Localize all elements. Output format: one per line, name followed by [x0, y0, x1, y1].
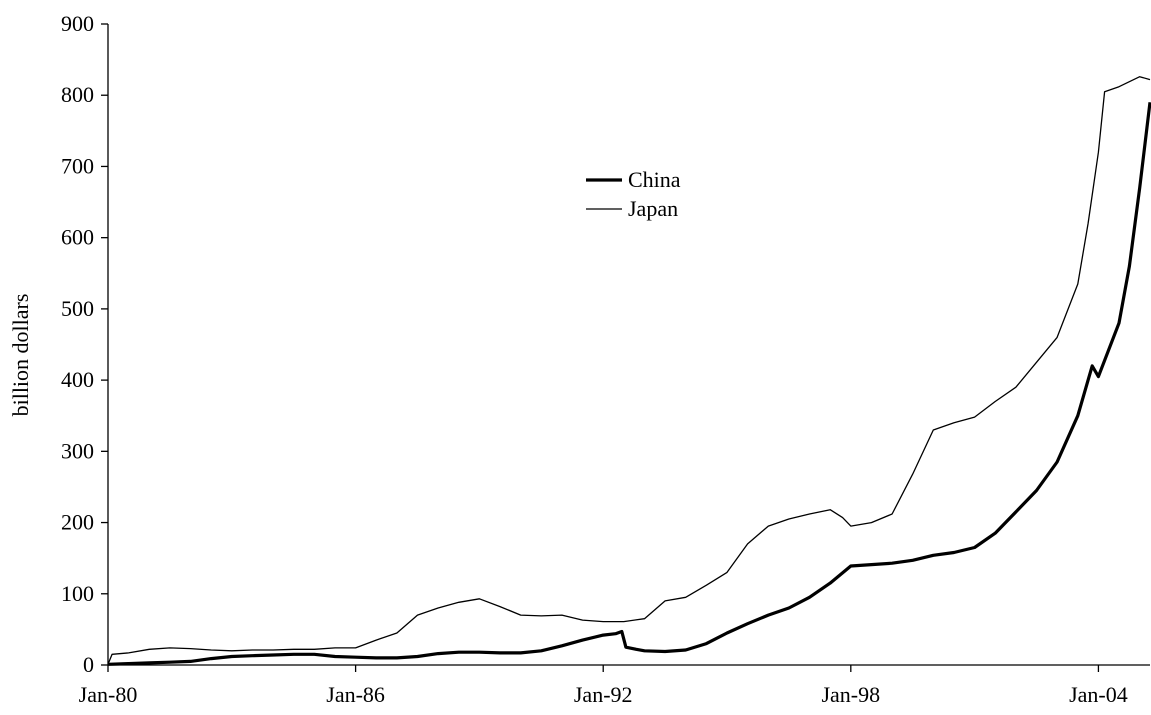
x-tick-label: Jan-92: [574, 682, 633, 707]
x-axis: Jan-80 Jan-86 Jan-92 Jan-98 Jan-04: [79, 664, 1150, 707]
x-tick-label: Jan-98: [821, 682, 880, 707]
x-tick-label: Jan-86: [326, 682, 385, 707]
y-axis: 0 100 200 300 400 500 600 700 800 900: [61, 11, 109, 677]
y-tick-label: 800: [61, 82, 94, 107]
y-tick-label: 100: [61, 581, 94, 606]
y-tick-label: 200: [61, 510, 94, 535]
y-tick-label: 300: [61, 438, 94, 463]
y-tick-label: 900: [61, 11, 94, 36]
y-tick-label: 600: [61, 225, 94, 250]
x-tick-label: Jan-04: [1069, 682, 1128, 707]
y-tick-label: 500: [61, 296, 94, 321]
y-axis-label: billion dollars: [8, 294, 33, 417]
y-tick-label: 0: [83, 652, 94, 677]
y-tick-label: 400: [61, 367, 94, 392]
x-tick-label: Jan-80: [79, 682, 138, 707]
legend-label-japan: Japan: [628, 196, 678, 221]
y-tick-label: 700: [61, 153, 94, 178]
legend-label-china: China: [628, 167, 681, 192]
series-layer: [107, 76, 1151, 666]
series-line-japan: [107, 76, 1151, 665]
series-line-china: [107, 102, 1151, 666]
legend: China Japan: [586, 167, 681, 221]
